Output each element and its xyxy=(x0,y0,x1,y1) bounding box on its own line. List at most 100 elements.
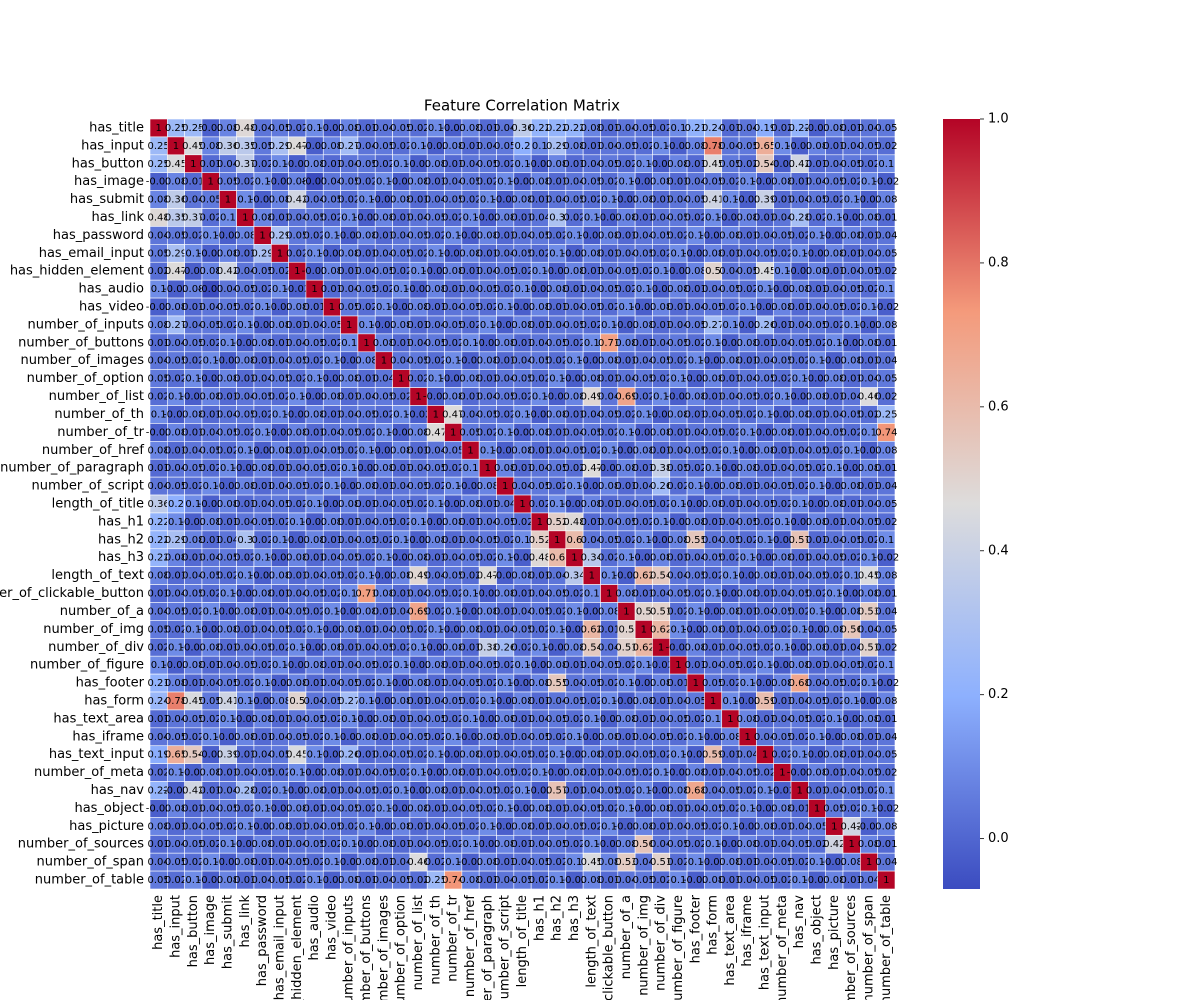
y-tick-label: has_email_input xyxy=(39,246,144,261)
cell-annotation: 0.02 xyxy=(373,409,395,420)
cell-annotation: 0.01 xyxy=(373,230,395,241)
cell-annotation: 0.02 xyxy=(373,535,395,546)
cell-annotation: 0.02 xyxy=(806,589,828,600)
cell-annotation: 0.04 xyxy=(425,195,447,206)
cell-annotation: 0.02 xyxy=(841,302,863,313)
cell-annotation: 0.1 xyxy=(826,212,842,223)
cell-annotation: 0.1 xyxy=(705,212,721,223)
cell-annotation: 0.05 xyxy=(251,141,273,152)
cell-annotation: 0.01 xyxy=(667,678,689,689)
cell-annotation: 0.02 xyxy=(685,714,707,725)
cell-annotation: 0.02 xyxy=(494,535,516,546)
cell-annotation: 0.05 xyxy=(148,248,170,259)
cell-annotation: 0.02 xyxy=(806,338,828,349)
cell-annotation: 0.1 xyxy=(567,230,583,241)
y-tick-label: number_of_table xyxy=(35,873,144,888)
cell-annotation: 0.19 xyxy=(754,123,776,134)
cell-annotation: 0.08 xyxy=(771,177,793,188)
cell-annotation: 0.02 xyxy=(875,642,897,653)
cell-annotation: 0.02 xyxy=(598,803,620,814)
cell-annotation: 0.36 xyxy=(148,499,170,510)
cell-annotation: 0.02 xyxy=(200,589,222,600)
x-tick-label: number_of_buttons xyxy=(359,895,374,1000)
cell-annotation: 0.02 xyxy=(685,212,707,223)
cell-annotation: 1 xyxy=(467,445,473,456)
cell-annotation: 0.04 xyxy=(494,123,516,134)
cell-annotation: 0.27 xyxy=(338,696,360,707)
cell-annotation: 0.1 xyxy=(878,660,894,671)
cell-annotation: 0.02 xyxy=(771,624,793,635)
cell-annotation: 0.02 xyxy=(685,463,707,474)
cell-annotation: 0.08 xyxy=(841,857,863,868)
cell-annotation: 0.35 xyxy=(234,141,256,152)
cell-annotation: 0.1 xyxy=(255,177,271,188)
cell-annotation: -0.02 xyxy=(596,212,622,223)
x-tick-label: number_of_paragraph xyxy=(480,895,495,1000)
cell-annotation: 1 xyxy=(589,571,595,582)
cell-annotation: 0.05 xyxy=(858,266,880,277)
cell-annotation: 0.08 xyxy=(303,159,325,170)
cell-annotation: 0.01 xyxy=(771,195,793,206)
cell-annotation: 0.02 xyxy=(511,266,533,277)
cell-annotation: 0.04 xyxy=(321,177,343,188)
cell-annotation: 0.05 xyxy=(823,177,845,188)
cell-annotation: 0.1 xyxy=(653,141,669,152)
x-tick-label: number_of_table xyxy=(879,895,894,1000)
x-tick-label: number_of_clickable_button xyxy=(602,895,617,1000)
cell-annotation: 0.08 xyxy=(650,177,672,188)
cell-annotation: -0.02 xyxy=(804,248,830,259)
cell-annotation: 0.02 xyxy=(182,230,204,241)
x-tick-label: has_picture xyxy=(827,895,842,970)
cell-annotation: 1 xyxy=(606,589,612,600)
y-tick-label: has_password xyxy=(53,228,144,243)
cell-annotation: 0.1 xyxy=(151,284,167,295)
cell-annotation: 0.02 xyxy=(200,463,222,474)
cell-annotation: 0.04 xyxy=(148,230,170,241)
cell-annotation: 0.05 xyxy=(875,750,897,761)
x-tick-label: has_password xyxy=(255,895,270,986)
cell-annotation: 0.08 xyxy=(841,230,863,241)
cell-annotation: 0.02 xyxy=(875,266,897,277)
cell-annotation: 0.02 xyxy=(494,159,516,170)
cell-annotation: 0.02 xyxy=(615,159,637,170)
cell-annotation: 0.05 xyxy=(321,320,343,331)
cell-annotation: 0.02 xyxy=(702,445,724,456)
cell-annotation: 0.01 xyxy=(789,177,811,188)
cell-annotation: 0.02 xyxy=(841,553,863,564)
cell-annotation: 0.02 xyxy=(875,517,897,528)
cell-annotation: 0.02 xyxy=(754,642,776,653)
cell-annotation: -0.02 xyxy=(804,123,830,134)
cell-annotation: 0.04 xyxy=(633,230,655,241)
y-tick-label: length_of_title xyxy=(52,497,144,512)
cell-annotation: 0.02 xyxy=(546,857,568,868)
cell-annotation: 0.01 xyxy=(321,284,343,295)
cell-annotation: 0.04 xyxy=(737,750,759,761)
cell-annotation: 1 xyxy=(693,678,699,689)
cell-annotation: 0.08 xyxy=(321,266,343,277)
cell-annotation: 0.08 xyxy=(823,248,845,259)
cell-annotation: 0.02 xyxy=(754,392,776,403)
cell-annotation: -0.07 xyxy=(302,177,328,188)
cell-annotation: 0.1 xyxy=(341,338,357,349)
cell-annotation: 0.02 xyxy=(494,284,516,295)
cell-annotation: 0.02 xyxy=(269,392,291,403)
cell-annotation: 0.04 xyxy=(234,266,256,277)
cell-annotation: -0.02 xyxy=(665,141,691,152)
cell-annotation: 0.02 xyxy=(477,678,499,689)
colorbar-tick-label: 0.0 xyxy=(988,831,1009,846)
cell-annotation: 0.01 xyxy=(841,123,863,134)
cell-annotation: 0.04 xyxy=(702,284,724,295)
x-tick-label: has_h2 xyxy=(550,895,565,941)
cell-annotation: 0.1 xyxy=(376,177,392,188)
cell-annotation: 0.05 xyxy=(754,248,776,259)
cell-annotation: 0.01 xyxy=(875,463,897,474)
cell-annotation: 0.01 xyxy=(875,839,897,850)
cell-annotation: 0.02 xyxy=(217,821,239,832)
x-tick-label: number_of_inputs xyxy=(342,895,357,1000)
cell-annotation: 0.05 xyxy=(338,177,360,188)
cell-annotation: 0.02 xyxy=(858,535,880,546)
cell-annotation: 0.02 xyxy=(598,427,620,438)
cell-annotation: -0.02 xyxy=(319,123,345,134)
cell-annotation: 0.02 xyxy=(425,857,447,868)
cell-annotation: 0.5 xyxy=(619,624,635,635)
